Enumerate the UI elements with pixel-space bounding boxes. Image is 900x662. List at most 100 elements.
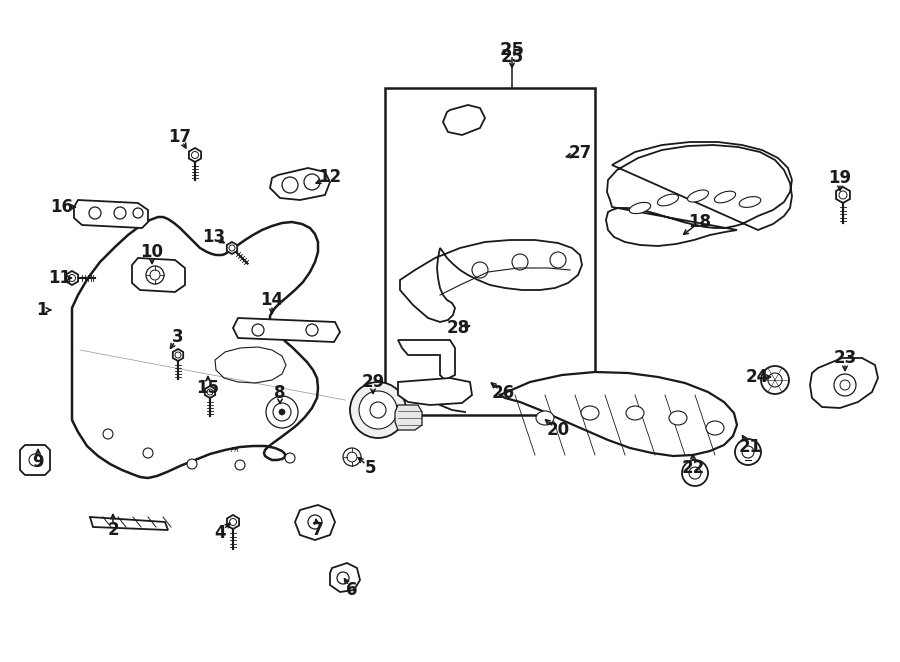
- Circle shape: [337, 572, 349, 584]
- Circle shape: [840, 380, 850, 390]
- Ellipse shape: [669, 411, 687, 425]
- Polygon shape: [90, 517, 168, 530]
- Text: 7: 7: [312, 521, 324, 539]
- Text: 14: 14: [260, 291, 284, 309]
- Circle shape: [229, 245, 235, 251]
- Circle shape: [133, 208, 143, 218]
- Circle shape: [175, 352, 181, 358]
- Text: 10: 10: [140, 243, 164, 261]
- Text: 18: 18: [688, 213, 712, 231]
- Text: 13: 13: [202, 228, 226, 246]
- Ellipse shape: [706, 421, 724, 435]
- Ellipse shape: [581, 406, 599, 420]
- Circle shape: [456, 113, 470, 127]
- Circle shape: [689, 467, 701, 479]
- Text: 25: 25: [500, 48, 524, 66]
- Ellipse shape: [688, 190, 708, 202]
- Polygon shape: [395, 405, 422, 430]
- Text: 6: 6: [346, 581, 358, 599]
- Text: 2: 2: [107, 521, 119, 539]
- Polygon shape: [215, 347, 286, 383]
- Polygon shape: [606, 142, 792, 246]
- Text: 20: 20: [546, 421, 570, 439]
- Text: 3: 3: [172, 328, 184, 346]
- Text: 23: 23: [833, 349, 857, 367]
- Text: 4: 4: [214, 524, 226, 542]
- Circle shape: [343, 448, 361, 466]
- Text: 15: 15: [196, 379, 220, 397]
- Circle shape: [308, 515, 322, 529]
- Text: 16: 16: [50, 198, 74, 216]
- Circle shape: [114, 207, 126, 219]
- Ellipse shape: [715, 191, 735, 203]
- Text: 25: 25: [500, 41, 525, 59]
- Ellipse shape: [629, 203, 651, 214]
- Text: 29: 29: [362, 373, 384, 391]
- Circle shape: [235, 460, 245, 470]
- Circle shape: [68, 275, 76, 281]
- Circle shape: [350, 382, 406, 438]
- Circle shape: [682, 460, 708, 486]
- Text: 9: 9: [32, 453, 44, 471]
- Polygon shape: [500, 372, 737, 456]
- Polygon shape: [132, 258, 185, 292]
- Circle shape: [768, 373, 782, 387]
- Circle shape: [306, 324, 318, 336]
- Circle shape: [273, 403, 291, 421]
- Polygon shape: [398, 378, 472, 405]
- Polygon shape: [270, 168, 330, 200]
- Circle shape: [279, 409, 285, 415]
- Circle shape: [512, 254, 528, 270]
- Polygon shape: [398, 340, 455, 380]
- Circle shape: [550, 252, 566, 268]
- Circle shape: [103, 429, 113, 439]
- Circle shape: [150, 270, 160, 280]
- Circle shape: [29, 454, 41, 466]
- Text: 26: 26: [491, 384, 515, 402]
- Polygon shape: [400, 240, 582, 322]
- Text: 24: 24: [745, 368, 769, 386]
- Circle shape: [89, 207, 101, 219]
- Polygon shape: [72, 217, 318, 478]
- Circle shape: [347, 452, 357, 462]
- Polygon shape: [443, 105, 485, 135]
- Circle shape: [304, 174, 320, 190]
- Text: 17: 17: [168, 128, 192, 146]
- Circle shape: [230, 518, 237, 526]
- Circle shape: [146, 266, 164, 284]
- Circle shape: [187, 459, 197, 469]
- Polygon shape: [74, 200, 148, 228]
- Circle shape: [742, 446, 754, 458]
- Circle shape: [252, 324, 264, 336]
- Text: PR: PR: [230, 447, 239, 453]
- Circle shape: [761, 366, 789, 394]
- Circle shape: [370, 402, 386, 418]
- Polygon shape: [205, 386, 215, 398]
- Circle shape: [282, 177, 298, 193]
- Polygon shape: [189, 148, 201, 162]
- Polygon shape: [295, 505, 335, 540]
- Text: 27: 27: [569, 144, 591, 162]
- Polygon shape: [810, 358, 878, 408]
- Polygon shape: [66, 271, 78, 285]
- Circle shape: [192, 152, 199, 158]
- Polygon shape: [836, 187, 850, 203]
- Circle shape: [735, 439, 761, 465]
- Circle shape: [285, 453, 295, 463]
- Text: 8: 8: [274, 384, 286, 402]
- Circle shape: [207, 389, 213, 395]
- Text: 19: 19: [828, 169, 851, 187]
- Ellipse shape: [626, 406, 644, 420]
- Text: 12: 12: [319, 168, 342, 186]
- Ellipse shape: [739, 197, 760, 207]
- Circle shape: [266, 396, 298, 428]
- Circle shape: [472, 262, 488, 278]
- Ellipse shape: [657, 194, 679, 206]
- Text: 22: 22: [681, 459, 705, 477]
- Text: 1: 1: [36, 301, 48, 319]
- Circle shape: [744, 448, 752, 456]
- Bar: [385, 88, 595, 415]
- Polygon shape: [227, 242, 238, 254]
- Circle shape: [839, 191, 847, 199]
- Polygon shape: [330, 563, 360, 592]
